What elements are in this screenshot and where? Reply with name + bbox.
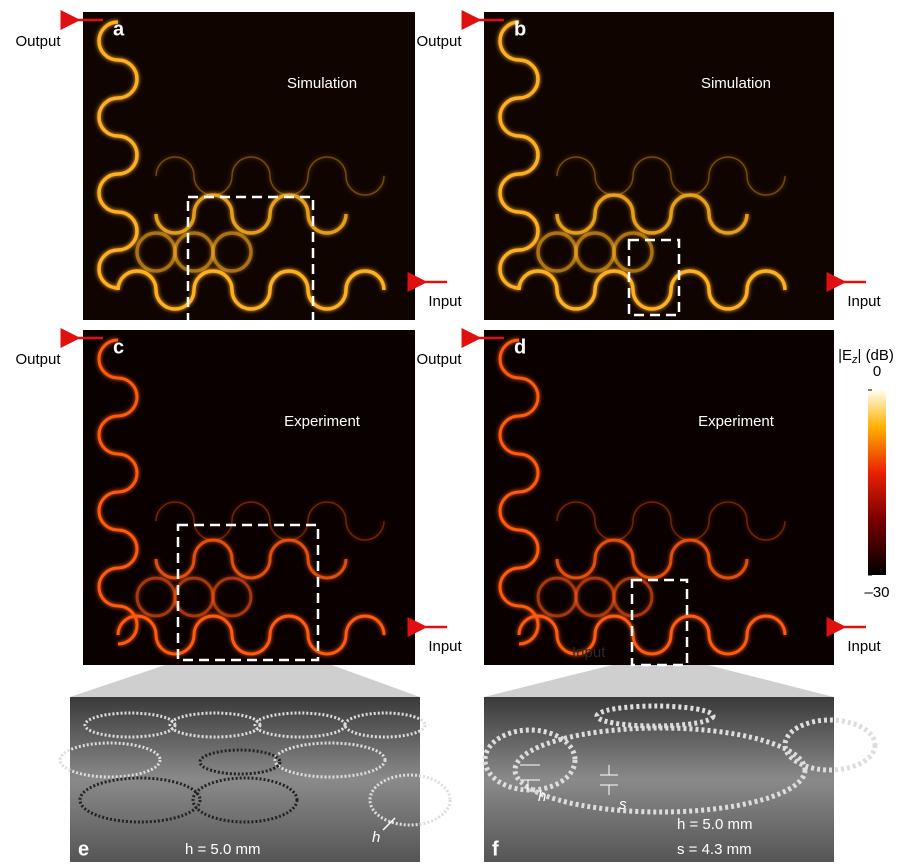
mode-label: Experiment xyxy=(698,413,775,430)
panel-f: h s f h = 5.0 mm s = 4.3 mm xyxy=(484,697,875,862)
mode-label: Simulation xyxy=(287,75,357,92)
mode-label: Experiment xyxy=(284,413,361,430)
caption: s = 4.3 mm xyxy=(677,841,752,858)
input-label: Input xyxy=(847,293,881,310)
h-label: h xyxy=(538,788,546,805)
panel: b Simulation Output Input xyxy=(416,12,881,320)
panel: c Experiment Output Input xyxy=(15,330,462,665)
colorbar: |Ez| (dB) 0 –30 xyxy=(838,347,894,601)
output-label: Output xyxy=(15,33,61,50)
figure: h e h = 5.0 mm h s f h = 5.0 mm s = 4.3 … xyxy=(0,0,924,862)
colorbar-tick-label: 0 xyxy=(873,363,881,380)
panel-letter: e xyxy=(78,838,89,860)
caption: h = 5.0 mm xyxy=(185,841,260,858)
input-label: Input xyxy=(428,293,462,310)
panel-letter: f xyxy=(492,838,499,860)
colorbar-label: |Ez| (dB) xyxy=(838,347,894,366)
input-label: Input xyxy=(428,638,462,655)
panel-e: h e h = 5.0 mm xyxy=(60,697,450,862)
output-label: Output xyxy=(416,351,462,368)
panel-letter: c xyxy=(113,336,124,358)
mode-label: Simulation xyxy=(701,75,771,92)
zoom-connector xyxy=(70,660,420,697)
caption: h = 5.0 mm xyxy=(677,816,752,833)
panel: d Experiment Output Input Input xyxy=(416,330,881,665)
output-label: Output xyxy=(15,351,61,368)
panel-letter: b xyxy=(514,18,526,40)
inner-label: Input xyxy=(572,644,606,661)
colorbar-tick-label: –30 xyxy=(864,584,889,601)
panel: a Simulation Output Input xyxy=(15,12,462,327)
h-label: h xyxy=(372,829,380,846)
panel-letter: d xyxy=(514,336,526,358)
s-label: s xyxy=(619,796,627,813)
panel-letter: a xyxy=(113,18,125,40)
input-label: Input xyxy=(847,638,881,655)
output-label: Output xyxy=(416,33,462,50)
